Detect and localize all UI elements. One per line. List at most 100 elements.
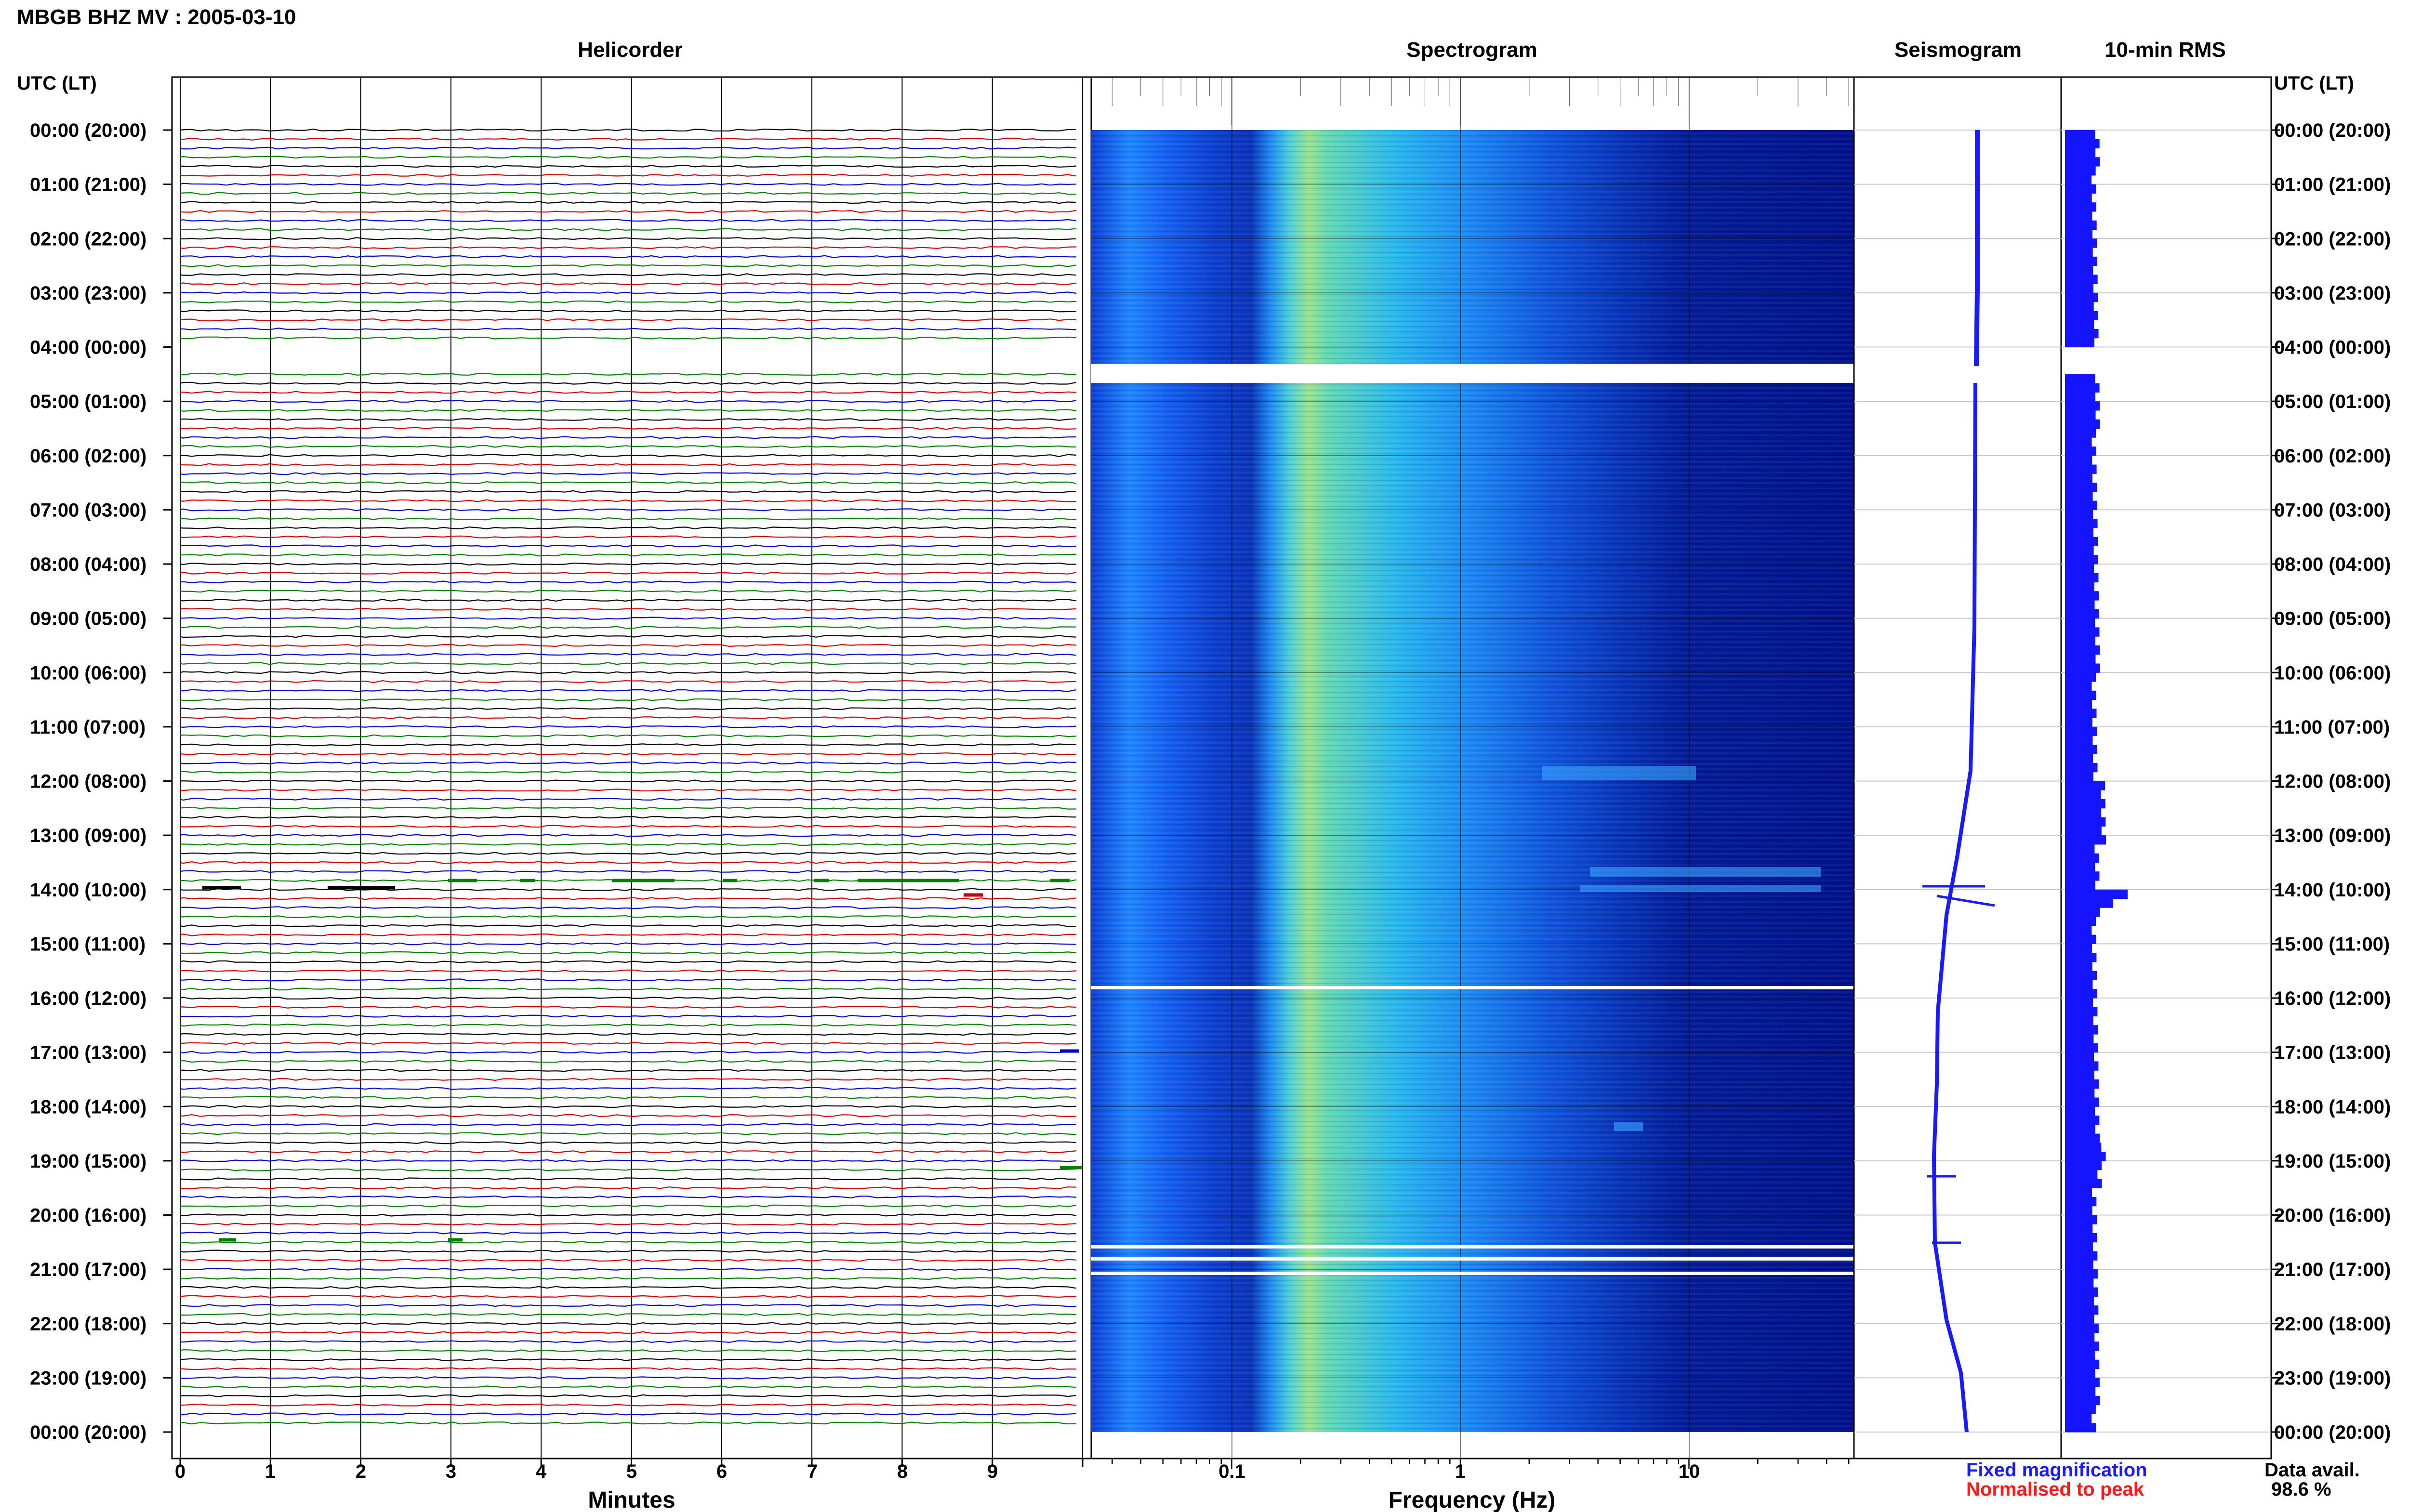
- time-label-left: 18:00 (14:00): [30, 1096, 146, 1118]
- rms-bar: [2065, 944, 2092, 953]
- rms-bar: [2065, 989, 2097, 999]
- rms-bar: [2065, 672, 2096, 682]
- rms-bar: [2065, 971, 2097, 980]
- helicorder-trace-line: [180, 734, 1077, 737]
- time-label-right: 17:00 (13:00): [2274, 1042, 2391, 1064]
- time-label-right: 11:00 (07:00): [2274, 717, 2390, 738]
- helicorder-trace-line: [180, 825, 1077, 828]
- rms-bar: [2065, 157, 2100, 167]
- rms-bar: [2065, 491, 2093, 501]
- rms-bar: [2065, 238, 2097, 248]
- helicorder-trace-line: [180, 716, 1077, 720]
- rms-bar: [2065, 1414, 2092, 1423]
- rms-bar: [2065, 690, 2096, 700]
- helicorder-trace-line: [180, 137, 1077, 141]
- rms-bar: [2065, 1152, 2106, 1161]
- time-label-left: 00:00 (20:00): [30, 1422, 146, 1443]
- time-label-right: 06:00 (02:00): [2274, 446, 2391, 467]
- frequency-tick-10: 10: [1679, 1461, 1700, 1482]
- seismogram-grid: [1854, 130, 2061, 1433]
- helicorder-trace-line: [180, 164, 1077, 168]
- rms-bar: [2065, 1206, 2092, 1215]
- helicorder-trace-line: [180, 861, 1077, 864]
- time-label-left: 10:00 (06:00): [30, 662, 146, 684]
- rms-bar: [2065, 835, 2106, 845]
- helicorder-trace-line: [180, 1295, 1077, 1298]
- time-label-left: 07:00 (03:00): [30, 500, 146, 521]
- spectrogram-energy-patch: [1580, 885, 1821, 892]
- rms-bar: [2065, 699, 2092, 709]
- rms-bar: [2065, 175, 2091, 185]
- helicorder-grid: [179, 77, 1084, 1467]
- rms-bar: [2065, 311, 2098, 320]
- rms-bar: [2065, 1007, 2098, 1017]
- rms-bar: [2065, 790, 2101, 800]
- helicorder-trace-line: [180, 499, 1076, 502]
- helicorder-trace-line: [180, 372, 1077, 376]
- seismogram-trace: [1922, 130, 1995, 1433]
- rms-bar: [2065, 600, 2095, 610]
- time-label-left: 20:00 (16:00): [30, 1205, 146, 1226]
- time-label-right: 15:00 (11:00): [2274, 933, 2390, 955]
- rms-bar: [2065, 627, 2100, 637]
- data-availability-value: 98.6 %: [2271, 1479, 2331, 1500]
- time-label-right: 09:00 (05:00): [2274, 608, 2391, 630]
- helicorder-trace-line: [180, 969, 1077, 973]
- time-label-right: 02:00 (22:00): [2274, 228, 2391, 250]
- rms-bar: [2065, 1242, 2093, 1252]
- time-label-left: 11:00 (07:00): [30, 717, 146, 738]
- rms-bar: [2065, 220, 2097, 230]
- rms-bar: [2065, 193, 2092, 203]
- helicorder-trace-line: [180, 906, 1077, 909]
- helicorder-trace-line: [180, 517, 1077, 521]
- rms-bar: [2065, 419, 2100, 429]
- rms-bar: [2065, 1079, 2099, 1089]
- rms-bar: [2065, 1133, 2100, 1143]
- helicorder-trace-line: [180, 1096, 1077, 1099]
- rms-bar: [2065, 808, 2102, 818]
- rms-bar: [2065, 447, 2096, 456]
- helicorder-trace-line: [180, 309, 1077, 313]
- rms-bar: [2065, 799, 2105, 809]
- helicorder-trace-line: [180, 1313, 1077, 1316]
- rms-bar: [2065, 275, 2098, 284]
- rms-bar: [2065, 763, 2098, 773]
- helicorder-trace-line: [180, 1213, 1077, 1217]
- helicorder-trace-line: [180, 427, 1077, 430]
- rms-bar: [2065, 1025, 2098, 1035]
- rms-bar: [2065, 1034, 2094, 1044]
- rms-bar: [2065, 1233, 2097, 1243]
- helicorder-trace-line: [180, 1231, 1077, 1235]
- helicorder-trace-line: [180, 1078, 1077, 1081]
- helicorder-trace-line: [180, 789, 1077, 792]
- helicorder-trace-line: [180, 815, 1077, 819]
- rms-bar: [2065, 1423, 2096, 1433]
- rms-bar: [2065, 320, 2094, 329]
- helicorder-trace-line: [180, 689, 1077, 692]
- spectrogram-panel: 0.1 1 10 Frequency (Hz): [1090, 76, 1855, 1512]
- rms-bar: [2065, 726, 2097, 736]
- rms-bar: [2065, 473, 2092, 483]
- rms-bar: [2065, 1070, 2094, 1080]
- time-label-left: 14:00 (10:00): [30, 880, 146, 901]
- rms-bar: [2065, 148, 2096, 158]
- legend-normalised-to-peak: Normalised to peak: [1966, 1479, 2144, 1500]
- helicorder-trace-line: [180, 526, 1077, 530]
- time-label-right: 20:00 (16:00): [2274, 1205, 2391, 1226]
- helicorder-trace-line: [180, 933, 1077, 936]
- helicorder-trace-line: [180, 680, 1077, 684]
- helicorder-trace-line: [180, 156, 1077, 159]
- helicorder-trace-line: [180, 472, 1077, 475]
- rms-bar: [2065, 862, 2095, 872]
- helicorder-trace-line: [180, 806, 1077, 810]
- rms-bar: [2065, 383, 2100, 393]
- helicorder-trace-line: [180, 1150, 1077, 1154]
- rms-bar: [2065, 709, 2097, 718]
- rms-bar: [2065, 736, 2093, 745]
- spectrogram-header: Spectrogram: [1406, 38, 1537, 62]
- helicorder-trace-line: [180, 707, 1077, 710]
- helicorder-trace-line: [180, 1240, 1076, 1244]
- helicorder-trace-line: [180, 436, 1077, 439]
- time-label-right: 07:00 (03:00): [2274, 500, 2391, 521]
- utc-header-left: UTC (LT): [17, 73, 97, 94]
